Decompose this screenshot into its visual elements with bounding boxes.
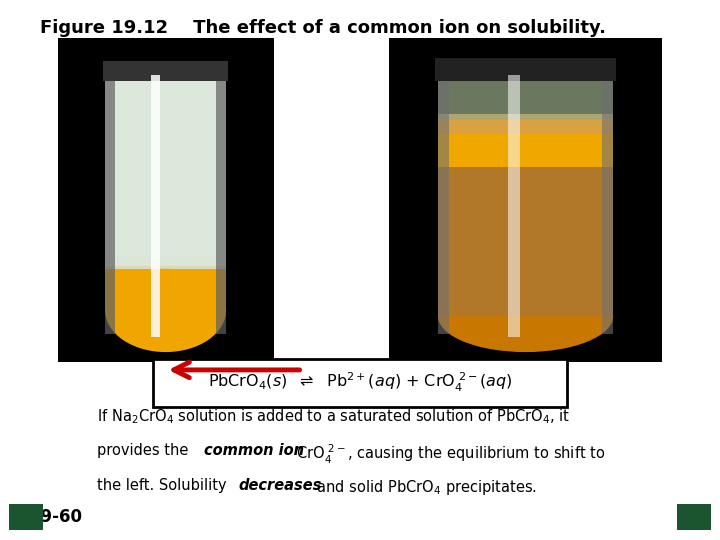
FancyBboxPatch shape	[438, 78, 613, 119]
Text: If Na$_2$CrO$_4$ solution is added to a saturated solution of PbCrO$_4$, it: If Na$_2$CrO$_4$ solution is added to a …	[97, 408, 570, 427]
Text: CrO$_4^{\ 2-}$, causing the equilibrium to shift to: CrO$_4^{\ 2-}$, causing the equilibrium …	[292, 443, 605, 466]
FancyBboxPatch shape	[103, 62, 228, 81]
FancyBboxPatch shape	[508, 75, 521, 337]
FancyBboxPatch shape	[389, 38, 662, 362]
FancyBboxPatch shape	[105, 75, 226, 266]
FancyBboxPatch shape	[438, 75, 449, 334]
FancyBboxPatch shape	[9, 504, 43, 530]
FancyBboxPatch shape	[602, 75, 613, 334]
FancyBboxPatch shape	[153, 359, 567, 407]
Text: provides the: provides the	[97, 443, 193, 458]
Ellipse shape	[105, 268, 226, 352]
Text: Figure 19.12    The effect of a common ion on solubility.: Figure 19.12 The effect of a common ion …	[40, 19, 606, 37]
FancyBboxPatch shape	[105, 256, 226, 268]
Text: the left. Solubility: the left. Solubility	[97, 478, 231, 493]
Text: PbCrO$_4$($s$)  $\rightleftharpoons$  Pb$^{2+}$($aq$) + CrO$_4^{\ 2-}$($aq$): PbCrO$_4$($s$) $\rightleftharpoons$ Pb$^…	[208, 372, 512, 394]
FancyBboxPatch shape	[438, 113, 613, 167]
Text: common ion: common ion	[204, 443, 304, 458]
Text: and solid PbCrO$_4$ precipitates.: and solid PbCrO$_4$ precipitates.	[312, 478, 536, 497]
Text: decreases: decreases	[238, 478, 322, 493]
FancyBboxPatch shape	[436, 58, 616, 81]
FancyBboxPatch shape	[105, 75, 226, 268]
FancyBboxPatch shape	[677, 504, 711, 530]
FancyBboxPatch shape	[438, 113, 613, 134]
Text: 19-60: 19-60	[29, 509, 82, 526]
FancyBboxPatch shape	[217, 72, 226, 334]
FancyBboxPatch shape	[105, 72, 115, 334]
FancyBboxPatch shape	[105, 268, 226, 310]
FancyBboxPatch shape	[58, 38, 274, 362]
FancyBboxPatch shape	[438, 138, 613, 316]
FancyBboxPatch shape	[151, 75, 160, 337]
Ellipse shape	[438, 281, 613, 352]
